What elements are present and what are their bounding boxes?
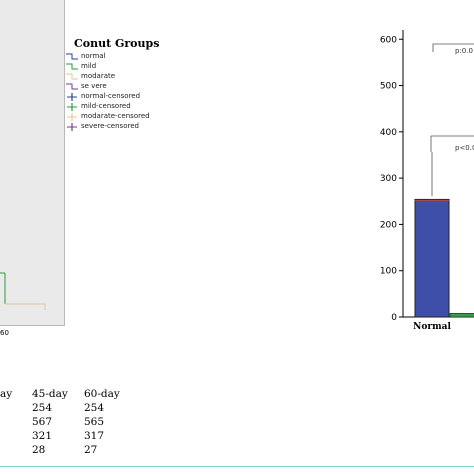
table-cell: 27 bbox=[84, 444, 98, 456]
censored-marker-icon bbox=[67, 113, 77, 121]
y-tick-label: 400 bbox=[380, 128, 397, 138]
y-tick-label: 600 bbox=[380, 35, 397, 45]
legend-label: mild-censored bbox=[81, 102, 131, 110]
x-tick-label: Normal bbox=[413, 322, 451, 332]
line-swatch-icon bbox=[66, 73, 78, 80]
legend-label: normal-censored bbox=[81, 92, 141, 100]
bar bbox=[449, 312, 474, 318]
legend-label: se vere bbox=[81, 82, 107, 90]
table-cell: 567 bbox=[32, 416, 53, 428]
y-tick-label: 300 bbox=[380, 174, 397, 184]
table-col-first: ay bbox=[0, 387, 12, 401]
significance-bracket bbox=[432, 43, 474, 52]
table-cell: 254 bbox=[32, 402, 53, 414]
legend-item: modarate bbox=[65, 72, 175, 82]
significance-label: p:0.0 bbox=[455, 47, 473, 55]
significance-bracket bbox=[430, 135, 474, 144]
km-plot-area bbox=[0, 0, 65, 326]
line-swatch-icon bbox=[66, 83, 78, 90]
table-column: 45-day 254 567 321 28 bbox=[32, 387, 68, 457]
y-tick-label: 0 bbox=[391, 313, 397, 323]
legend-item: se vere bbox=[65, 82, 175, 92]
censored-marker-icon bbox=[67, 123, 77, 131]
bar bbox=[414, 198, 450, 318]
legend: Conut Groups normal mild modarate se vere no… bbox=[65, 36, 175, 136]
table-cell: 28 bbox=[32, 444, 46, 456]
table-cell: 321 bbox=[32, 430, 53, 442]
legend-item: mild-censored bbox=[65, 102, 175, 112]
line-swatch-icon bbox=[66, 53, 78, 60]
legend-title: Conut Groups bbox=[74, 37, 160, 50]
legend-label: mild bbox=[81, 62, 97, 70]
bar-chart: 0 100 200 300 400 500 600 Normal p:0.0 p<0.0 bbox=[380, 30, 474, 332]
significance-label: p<0.0 bbox=[455, 144, 474, 152]
censored-marker-icon bbox=[67, 93, 77, 101]
legend-item: modarate-censored bbox=[65, 112, 175, 122]
legend-label: modarate-censored bbox=[81, 112, 150, 120]
legend-item: normal-censored bbox=[65, 92, 175, 102]
bottom-divider bbox=[0, 466, 474, 467]
legend-label: normal bbox=[81, 52, 106, 60]
table-header: 45-day bbox=[32, 388, 68, 400]
censored-marker-icon bbox=[67, 103, 77, 111]
table-column: 60-day 254 565 317 27 bbox=[84, 387, 120, 457]
legend-item: normal bbox=[65, 52, 175, 62]
legend-label: modarate bbox=[81, 72, 116, 80]
y-tick-label: 200 bbox=[380, 220, 397, 230]
table-cell: 254 bbox=[84, 402, 105, 414]
line-swatch-icon bbox=[66, 63, 78, 70]
x-tick-label: 60 bbox=[0, 329, 9, 337]
y-tick-label: 500 bbox=[380, 82, 397, 92]
table-cell: 317 bbox=[84, 430, 105, 442]
table-header: ay bbox=[0, 388, 13, 400]
table-cell: 565 bbox=[84, 416, 105, 428]
legend-item: severe-censored bbox=[65, 122, 175, 132]
table-header: 60-day bbox=[84, 388, 120, 400]
y-tick-label: 100 bbox=[380, 267, 397, 277]
legend-item: mild bbox=[65, 62, 175, 72]
km-curves bbox=[0, 272, 46, 310]
legend-label: severe-censored bbox=[81, 122, 139, 130]
